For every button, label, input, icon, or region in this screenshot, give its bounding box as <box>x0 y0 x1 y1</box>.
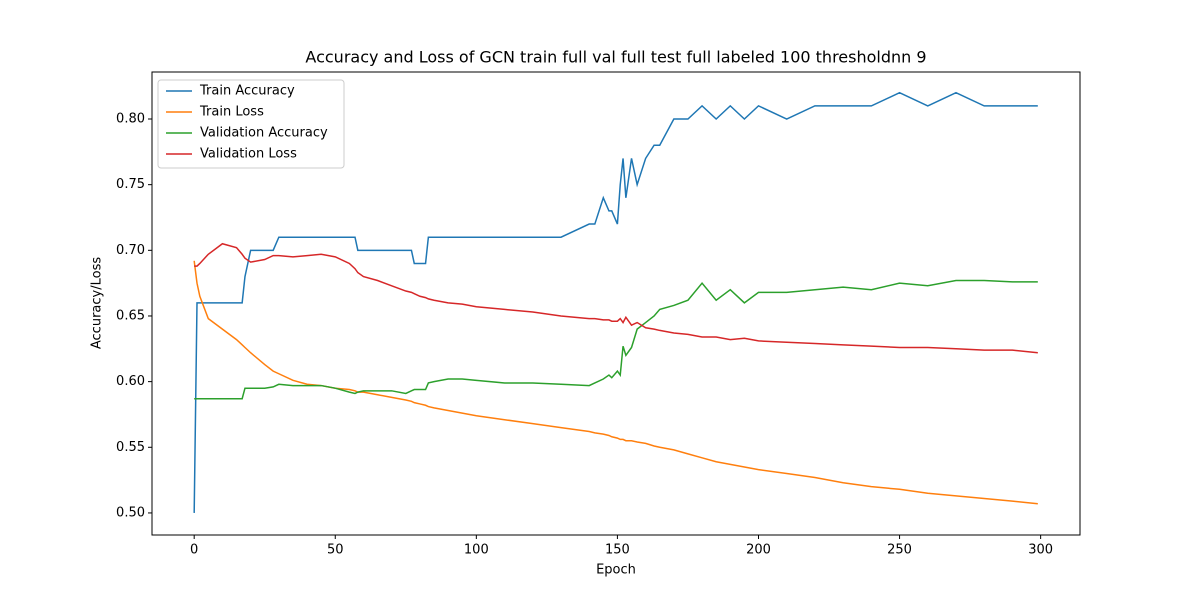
y-tick-label: 0.75 <box>116 177 145 192</box>
plot-frame <box>151 71 1081 536</box>
x-tick-label: 150 <box>605 543 630 558</box>
y-tick-label: 0.50 <box>116 505 145 520</box>
legend-label: Validation Accuracy <box>200 126 328 141</box>
x-tick-label: 200 <box>746 543 771 558</box>
series-line <box>193 260 1038 505</box>
x-tick-label: 0 <box>190 543 198 558</box>
x-axis-label: Epoch <box>596 563 636 578</box>
legend-label: Train Loss <box>199 105 264 120</box>
x-tick-label: 50 <box>327 543 344 558</box>
y-tick-label: 0.60 <box>116 374 145 389</box>
y-tick-label: 0.55 <box>116 440 145 455</box>
y-tick-label: 0.65 <box>116 308 145 323</box>
x-tick-label: 300 <box>1028 543 1053 558</box>
y-tick-label: 0.80 <box>116 112 145 127</box>
x-tick-label: 250 <box>887 543 912 558</box>
series-line <box>193 91 1038 513</box>
legend-label: Train Accuracy <box>199 84 295 99</box>
series-line <box>194 279 1038 400</box>
y-axis-label: Accuracy/Loss <box>90 257 105 349</box>
legend-box <box>157 79 345 169</box>
y-tick-label: 0.70 <box>116 243 145 258</box>
chart-title: Accuracy and Loss of GCN train full val … <box>305 48 926 67</box>
legend-label: Validation Loss <box>200 147 297 162</box>
x-tick-label: 100 <box>464 543 489 558</box>
series-line <box>194 242 1038 354</box>
